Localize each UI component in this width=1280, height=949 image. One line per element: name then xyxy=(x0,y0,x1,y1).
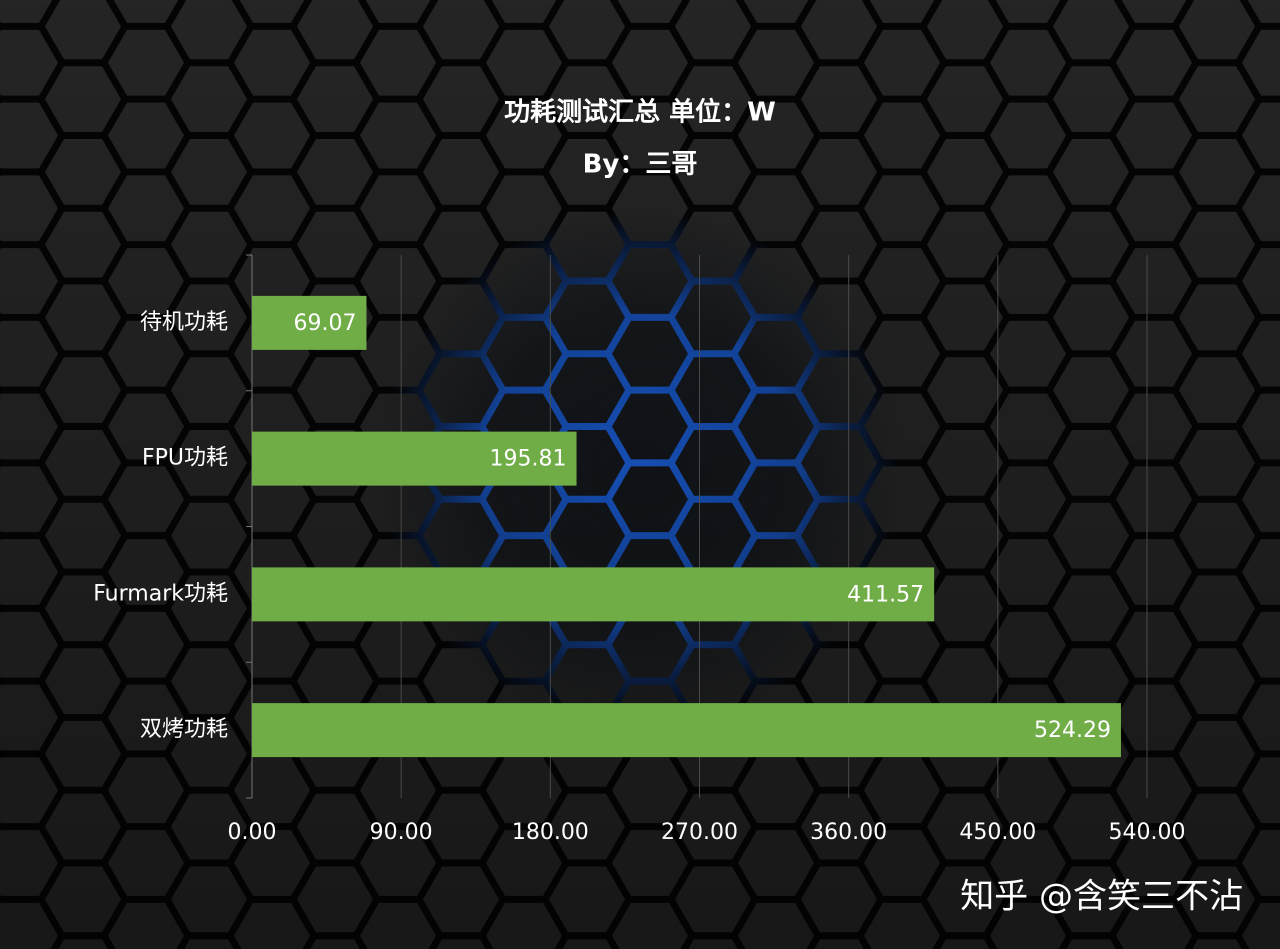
chart-title: 功耗测试汇总 单位：W xyxy=(504,97,776,128)
x-tick-label: 270.00 xyxy=(661,820,738,845)
data-label: 411.57 xyxy=(847,582,924,607)
y-tick-label: 待机功耗 xyxy=(140,310,228,335)
bar xyxy=(252,567,935,622)
x-tick-label: 180.00 xyxy=(512,820,589,845)
x-tick-label: 450.00 xyxy=(959,820,1036,845)
chart-subtitle: By：三哥 xyxy=(583,150,698,180)
x-tick-label: 90.00 xyxy=(370,820,433,845)
x-tick-label: 540.00 xyxy=(1109,820,1186,845)
bar xyxy=(252,703,1121,758)
bar xyxy=(252,431,577,486)
y-tick-label: 双烤功耗 xyxy=(140,717,228,742)
x-tick-label: 0.00 xyxy=(228,820,277,845)
data-label: 195.81 xyxy=(490,447,567,472)
y-tick-label: Furmark功耗 xyxy=(93,581,228,606)
bar xyxy=(252,295,367,350)
y-tick-label: FPU功耗 xyxy=(142,446,228,471)
x-tick-label: 360.00 xyxy=(810,820,887,845)
watermark: 知乎 @含笑三不沾 xyxy=(960,877,1243,917)
data-label: 69.07 xyxy=(293,311,356,336)
data-label: 524.29 xyxy=(1034,718,1111,743)
